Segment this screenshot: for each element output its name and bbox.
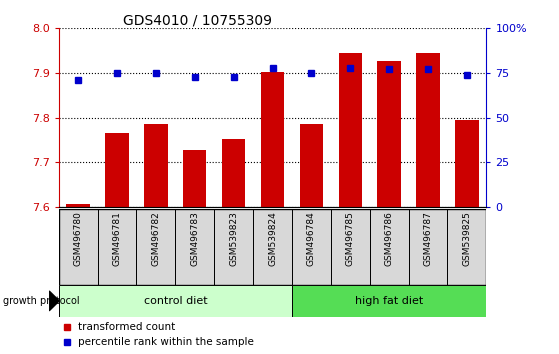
Bar [105,133,129,207]
Text: GSM496786: GSM496786 [385,211,394,266]
Bar [292,285,486,317]
Text: GSM496784: GSM496784 [307,211,316,266]
Text: GSM496781: GSM496781 [112,211,121,266]
Bar [416,53,440,207]
Text: GDS4010 / 10755309: GDS4010 / 10755309 [123,13,272,27]
Bar [67,204,90,207]
Bar [447,209,486,285]
Bar [214,209,253,285]
Bar [98,209,136,285]
Bar [183,150,206,207]
Bar [253,209,292,285]
Bar [261,72,284,207]
Text: transformed count: transformed count [78,321,175,332]
Text: GSM539823: GSM539823 [229,211,238,266]
Bar [292,209,331,285]
Text: high fat diet: high fat diet [355,296,423,306]
Text: GSM496787: GSM496787 [424,211,433,266]
Text: GSM496783: GSM496783 [190,211,199,266]
Bar [300,124,323,207]
Bar [331,209,369,285]
Bar [222,139,245,207]
Polygon shape [49,291,59,311]
Bar [377,61,401,207]
Bar [59,285,292,317]
Bar [59,209,98,285]
Bar [176,209,214,285]
Bar [144,124,168,207]
Bar [369,209,409,285]
Bar [409,209,447,285]
Text: GSM496782: GSM496782 [151,211,160,266]
Text: control diet: control diet [144,296,207,306]
Bar [455,120,479,207]
Bar [339,53,362,207]
Text: growth protocol: growth protocol [3,296,79,306]
Text: GSM539825: GSM539825 [462,211,471,266]
Text: GSM539824: GSM539824 [268,211,277,266]
Text: GSM496785: GSM496785 [346,211,355,266]
Text: GSM496780: GSM496780 [74,211,83,266]
Text: percentile rank within the sample: percentile rank within the sample [78,337,254,348]
Bar [136,209,176,285]
